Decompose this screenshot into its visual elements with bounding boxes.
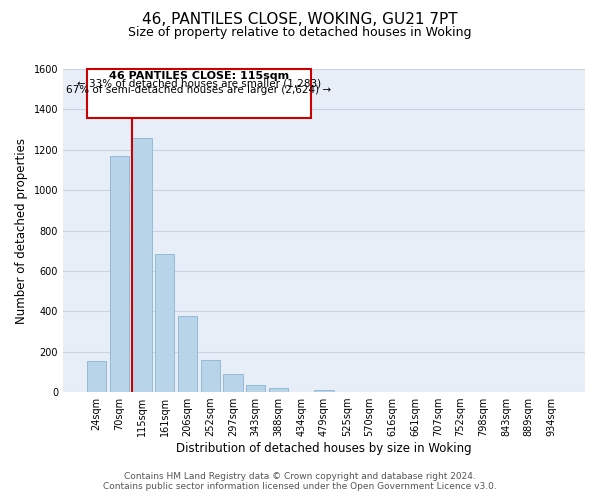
- Bar: [132, 138, 152, 392]
- Bar: [155, 254, 175, 392]
- Text: 46, PANTILES CLOSE, WOKING, GU21 7PT: 46, PANTILES CLOSE, WOKING, GU21 7PT: [142, 12, 458, 28]
- Bar: [178, 316, 197, 392]
- X-axis label: Distribution of detached houses by size in Woking: Distribution of detached houses by size …: [176, 442, 472, 455]
- FancyBboxPatch shape: [87, 69, 311, 118]
- Y-axis label: Number of detached properties: Number of detached properties: [15, 138, 28, 324]
- Text: Contains HM Land Registry data © Crown copyright and database right 2024.: Contains HM Land Registry data © Crown c…: [124, 472, 476, 481]
- Bar: [110, 156, 129, 392]
- Bar: [246, 384, 265, 392]
- Text: ← 33% of detached houses are smaller (1,283): ← 33% of detached houses are smaller (1,…: [77, 78, 321, 88]
- Text: Size of property relative to detached houses in Woking: Size of property relative to detached ho…: [128, 26, 472, 39]
- Bar: [200, 360, 220, 392]
- Text: Contains public sector information licensed under the Open Government Licence v3: Contains public sector information licen…: [103, 482, 497, 491]
- Bar: [314, 390, 334, 392]
- Bar: [87, 362, 106, 392]
- Text: 46 PANTILES CLOSE: 115sqm: 46 PANTILES CLOSE: 115sqm: [109, 71, 289, 81]
- Bar: [269, 388, 288, 392]
- Text: 67% of semi-detached houses are larger (2,624) →: 67% of semi-detached houses are larger (…: [66, 85, 331, 95]
- Bar: [223, 374, 242, 392]
